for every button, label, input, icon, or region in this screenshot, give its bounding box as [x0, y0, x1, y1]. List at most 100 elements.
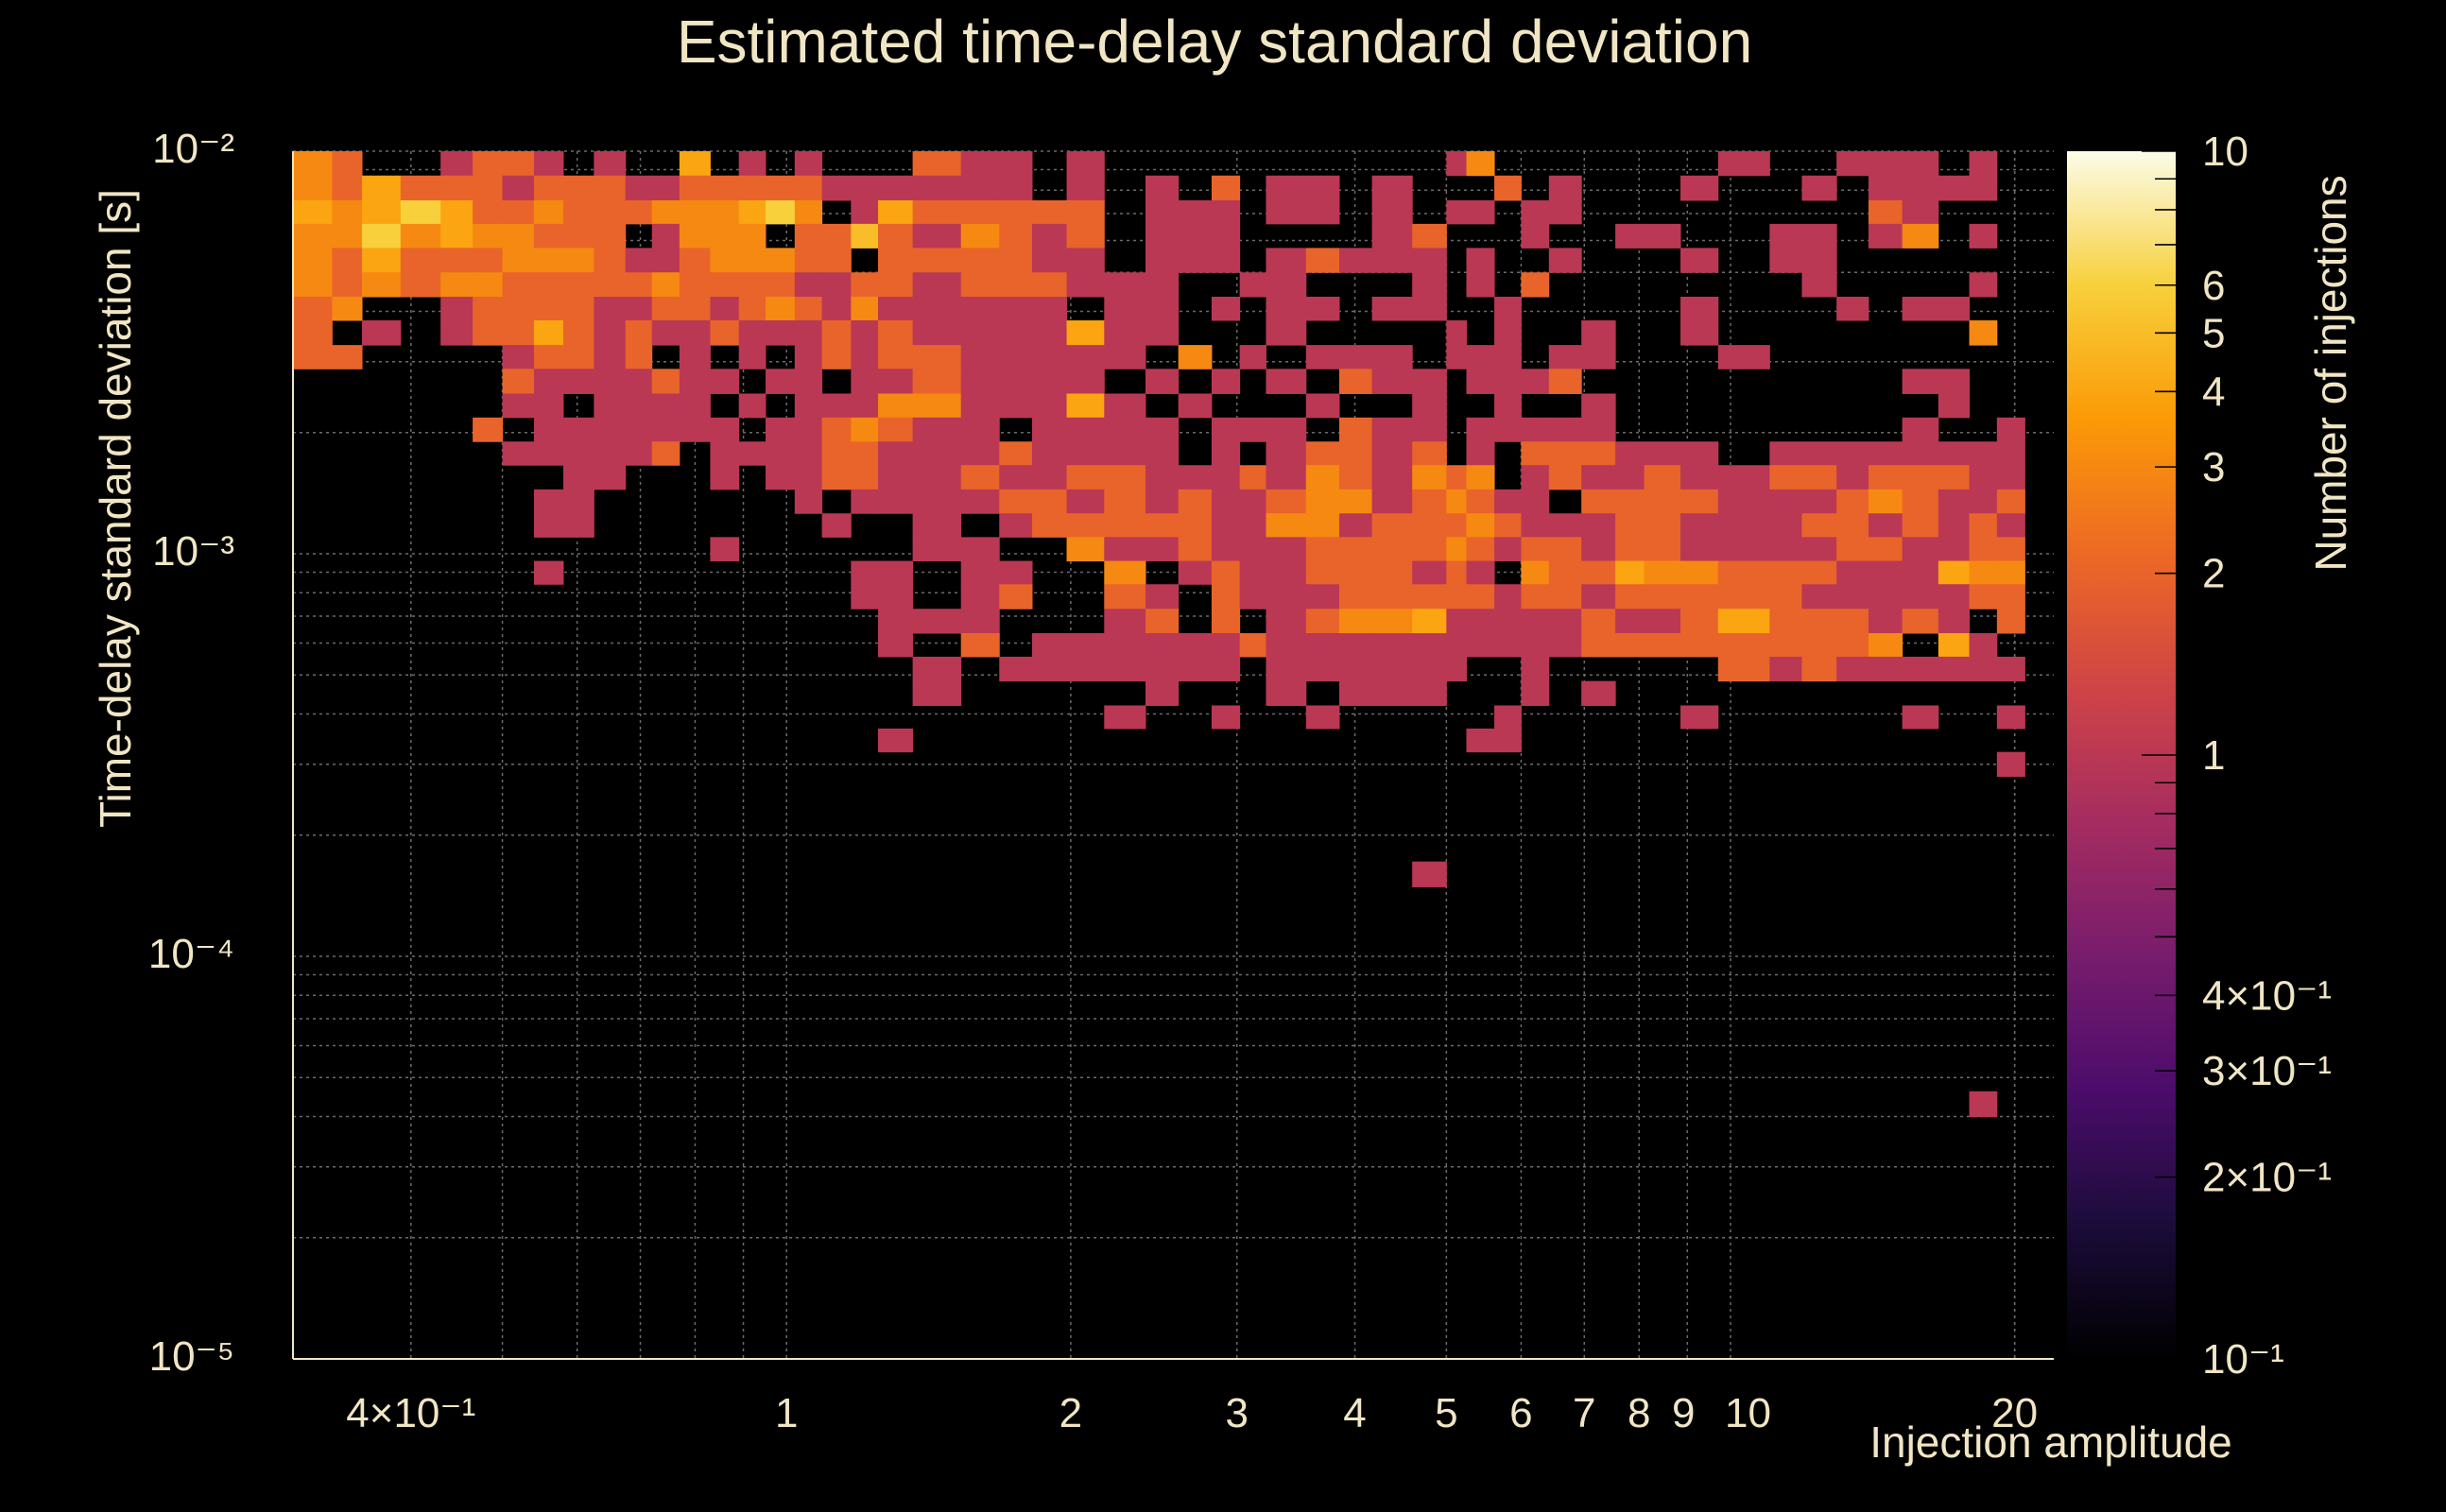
- heatmap-cell: [912, 369, 962, 394]
- heatmap-cell: [1266, 297, 1307, 321]
- heatmap-cell: [1996, 705, 2025, 730]
- heatmap-cell: [1836, 609, 1869, 634]
- heatmap-cell: [1338, 584, 1373, 610]
- heatmap-cell: [594, 441, 627, 466]
- heatmap-cell: [594, 175, 627, 201]
- heatmap-cell: [999, 297, 1033, 321]
- heatmap-cell: [710, 175, 740, 201]
- heatmap-cell: [473, 151, 504, 177]
- heatmap-cell: [1769, 223, 1802, 249]
- heatmap-cell: [1066, 320, 1105, 346]
- heatmap-cell: [1548, 609, 1582, 634]
- heatmap-cell: [1581, 584, 1616, 610]
- heatmap-cell: [1211, 537, 1241, 562]
- heatmap-cell: [1938, 609, 1971, 634]
- heatmap-cell: [332, 223, 363, 249]
- heatmap-cell: [1239, 633, 1266, 658]
- heatmap-cell: [1211, 465, 1241, 490]
- heatmap-cell: [1145, 175, 1180, 201]
- heatmap-cell: [1305, 584, 1340, 610]
- heatmap-cell: [562, 272, 594, 298]
- heatmap-cell: [625, 175, 653, 201]
- heatmap-cell: [1969, 513, 1998, 538]
- heatmap-cell: [1521, 584, 1550, 610]
- heatmap-cell: [1211, 705, 1241, 730]
- heatmap-cell: [1868, 609, 1903, 634]
- heatmap-cell: [960, 223, 1000, 249]
- heatmap-cell: [1371, 248, 1413, 273]
- heatmap-cell: [1466, 151, 1495, 177]
- heatmap-cell: [400, 248, 441, 273]
- heatmap-cell: [851, 272, 879, 298]
- heatmap-cell: [651, 393, 680, 419]
- x-axis-label: Injection amplitude: [1869, 1418, 2232, 1467]
- heatmap-cell: [1104, 513, 1146, 538]
- heatmap-cell: [651, 369, 680, 394]
- heatmap-cell: [1338, 513, 1373, 538]
- heatmap-cell: [1412, 584, 1447, 610]
- heatmap-cell: [1836, 656, 1869, 682]
- heatmap-cell: [738, 345, 767, 369]
- heatmap-cell: [1371, 417, 1413, 442]
- heatmap-cell: [473, 223, 504, 249]
- heatmap-cell: [765, 248, 796, 273]
- heatmap-cell: [1494, 728, 1522, 753]
- heatmap-cell: [999, 393, 1033, 419]
- heatmap-cell: [1178, 656, 1213, 682]
- heatmap-cell: [1769, 248, 1802, 273]
- heatmap-cell: [1548, 175, 1582, 201]
- heatmap-cell: [1717, 584, 1770, 610]
- heatmap-cell: [1548, 248, 1582, 273]
- heatmap-cell: [1801, 272, 1837, 298]
- heatmap-cell: [1938, 537, 1971, 562]
- heatmap-cell: [1868, 223, 1903, 249]
- heatmap-cell: [960, 175, 1000, 201]
- heatmap-cell: [533, 199, 564, 225]
- heatmap-cell: [1680, 609, 1719, 634]
- heatmap-cell: [1902, 560, 1939, 585]
- heatmap-cell: [502, 345, 535, 369]
- heatmap-cell: [440, 297, 474, 321]
- heatmap-cell: [738, 248, 767, 273]
- heatmap-cell: [1371, 369, 1413, 394]
- heatmap-cell: [400, 272, 441, 298]
- colorbar-tick-label: 3×10⁻¹: [2202, 1048, 2332, 1094]
- heatmap-cell: [1412, 248, 1447, 273]
- heatmap-cell: [1031, 489, 1068, 514]
- heatmap-cell: [1145, 441, 1180, 466]
- heatmap-cell: [1145, 199, 1180, 225]
- heatmap-cell: [1104, 560, 1146, 585]
- heatmap-cell: [1494, 609, 1522, 634]
- y-tick-label: 10⁻²: [152, 126, 234, 172]
- heatmap-cell: [1031, 393, 1068, 419]
- heatmap-cell: [651, 199, 680, 225]
- heatmap-cells: [293, 151, 2025, 1118]
- heatmap-cell: [1145, 248, 1180, 273]
- heatmap-cell: [821, 272, 852, 298]
- heatmap-cell: [533, 560, 564, 585]
- heatmap-cell: [1211, 175, 1241, 201]
- heatmap-cell: [710, 320, 740, 346]
- colorbar-tick-label: 4: [2202, 369, 2225, 415]
- heatmap-cell: [999, 175, 1033, 201]
- heatmap-cell: [1305, 609, 1340, 634]
- heatmap-cell: [1266, 489, 1307, 514]
- heatmap-cell: [1494, 345, 1522, 369]
- heatmap-cell: [794, 320, 823, 346]
- heatmap-cell: [651, 248, 680, 273]
- heatmap-cell: [1066, 513, 1105, 538]
- heatmap-cell: [738, 441, 767, 466]
- heatmap-cell: [1494, 393, 1522, 419]
- heatmap-cell: [1494, 320, 1522, 346]
- heatmap-cell: [1938, 465, 1971, 490]
- heatmap-cell: [473, 272, 504, 298]
- heatmap-cell: [1801, 248, 1837, 273]
- heatmap-cell: [1615, 584, 1645, 610]
- heatmap-cell: [1836, 465, 1869, 490]
- heatmap-cell: [1680, 489, 1719, 514]
- heatmap-cell: [765, 297, 796, 321]
- heatmap-cell: [1446, 320, 1468, 346]
- heatmap-cell: [1769, 609, 1802, 634]
- y-axis-label: Time-delay standard deviation [s]: [91, 189, 140, 828]
- heatmap-cell: [1466, 584, 1495, 610]
